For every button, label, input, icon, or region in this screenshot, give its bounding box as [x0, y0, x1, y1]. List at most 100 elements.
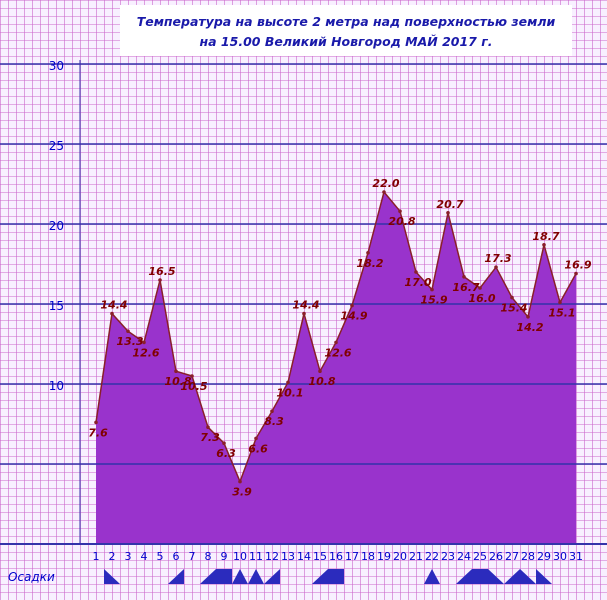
value-label: 16.7 — [452, 281, 479, 294]
x-tick-label: 31 — [569, 550, 583, 563]
value-label: 10.8 — [164, 375, 191, 388]
x-tick-label: 22 — [425, 550, 439, 563]
data-point — [270, 409, 274, 414]
temperature-area — [96, 192, 576, 544]
x-tick-label: 3 — [125, 550, 132, 563]
data-point — [350, 303, 354, 308]
x-tick-label: 20 — [393, 550, 407, 563]
value-label: 7.6 — [88, 426, 108, 439]
x-tick-label: 28 — [521, 550, 535, 563]
data-point — [206, 425, 210, 430]
value-label: 20.8 — [388, 215, 415, 228]
precipitation-marker — [520, 569, 536, 584]
value-label: 15.1 — [548, 306, 575, 319]
value-label: 12.6 — [132, 346, 159, 359]
data-point — [158, 278, 162, 282]
data-point — [574, 271, 578, 276]
data-point — [414, 270, 418, 274]
data-point — [366, 251, 370, 255]
x-tick-label: 11 — [249, 550, 263, 563]
x-tick-label: 2 — [109, 550, 116, 563]
value-label: 22.0 — [372, 177, 399, 190]
value-label: 10.8 — [308, 375, 335, 388]
y-tick-labels: 10 15 20 25 30 — [49, 59, 64, 393]
precipitation-marker — [424, 569, 440, 584]
data-point — [318, 369, 322, 374]
x-tick-label: 21 — [409, 550, 423, 563]
x-tick-label: 4 — [141, 550, 148, 563]
precipitation-marker — [312, 569, 328, 584]
data-point — [398, 209, 402, 213]
value-label: 15.9 — [420, 294, 447, 307]
precipitation-marker — [168, 569, 184, 584]
precipitation-marker — [536, 569, 552, 584]
value-label-layer: 7.614.413.312.616.510.810.57.36.33.96.68… — [88, 177, 592, 499]
data-point — [254, 436, 258, 441]
value-label: 3.9 — [232, 486, 252, 499]
x-tick-label: 10 — [233, 550, 247, 563]
data-point — [190, 374, 194, 378]
series-line-layer — [94, 190, 578, 484]
value-label: 18.2 — [356, 257, 383, 270]
x-tick-label: 24 — [457, 550, 471, 563]
data-point — [126, 329, 130, 334]
title-background — [120, 5, 572, 56]
precipitation-marker — [264, 569, 280, 584]
data-point — [286, 380, 290, 385]
data-point — [238, 479, 242, 484]
x-tick-label: 15 — [313, 550, 327, 563]
data-point — [142, 340, 146, 345]
precipitation-label: Осадки — [8, 570, 55, 584]
data-point — [478, 286, 482, 290]
x-tick-label: 13 — [281, 550, 295, 563]
x-tick-label: 6 — [173, 550, 180, 563]
value-label: 17.3 — [484, 252, 511, 265]
value-label: 17.0 — [404, 276, 431, 289]
x-tick-label: 25 — [473, 550, 487, 563]
value-label: 7.3 — [200, 431, 220, 444]
value-label: 16.5 — [148, 265, 175, 278]
value-label: 14.2 — [516, 321, 543, 334]
y-tick-label: 15 — [49, 299, 64, 313]
data-point — [462, 275, 466, 279]
value-label: 15.4 — [500, 302, 527, 315]
precipitation-marker — [104, 569, 120, 584]
x-tick-label: 30 — [553, 550, 567, 563]
value-label: 10.5 — [180, 380, 207, 393]
x-tick-label: 26 — [489, 550, 503, 563]
x-tick-label: 14 — [297, 550, 311, 563]
x-tick-label: 16 — [329, 550, 343, 563]
value-label: 20.7 — [436, 198, 463, 211]
value-label: 18.7 — [532, 230, 559, 243]
value-label: 16.0 — [468, 292, 495, 305]
value-label: 12.6 — [324, 346, 351, 359]
x-tick-label: 17 — [345, 550, 359, 563]
x-tick-label: 7 — [189, 550, 196, 563]
value-label: 14.4 — [100, 299, 127, 312]
data-point — [446, 211, 450, 215]
chart-title-line-2: на 15.00 Великий Новгород МАЙ 2017 г. — [200, 34, 493, 49]
x-tick-label: 27 — [505, 550, 519, 563]
precipitation-marker — [232, 569, 248, 584]
area-layer — [96, 192, 576, 544]
x-tick-label: 29 — [537, 550, 551, 563]
data-point — [558, 300, 562, 305]
value-label: 14.4 — [292, 299, 319, 312]
data-point — [222, 441, 226, 446]
x-tick-label: 19 — [377, 550, 391, 563]
x-tick-label: 18 — [361, 550, 375, 563]
value-label: 6.6 — [248, 442, 268, 455]
data-point — [430, 287, 434, 292]
value-label: 10.1 — [276, 386, 303, 399]
y-tick-label: 10 — [49, 379, 64, 393]
data-point — [174, 369, 178, 374]
value-label: 14.9 — [340, 310, 367, 323]
y-tick-label: 25 — [49, 139, 64, 153]
precipitation-marker — [456, 569, 472, 584]
x-tick-label: 12 — [265, 550, 279, 563]
value-label: 13.3 — [116, 335, 143, 348]
data-point — [334, 340, 338, 345]
precipitation-marker — [216, 569, 232, 584]
precipitation-marker — [472, 569, 488, 584]
